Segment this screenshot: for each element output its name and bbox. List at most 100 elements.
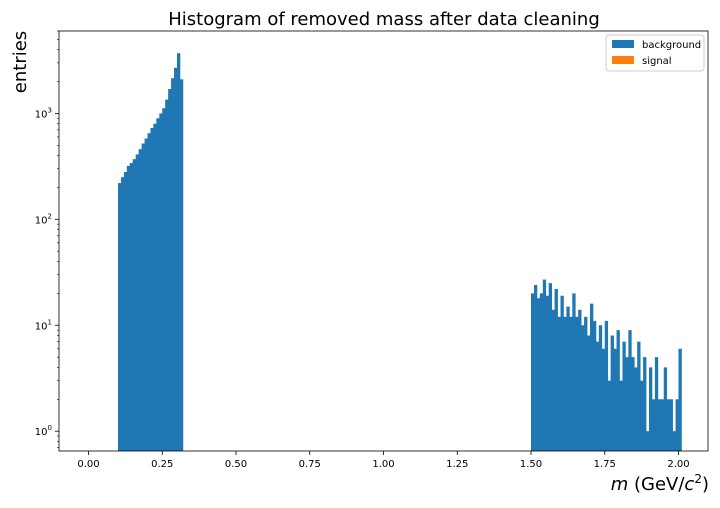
x-tick-label-8: 2.00: [667, 459, 689, 470]
bar-background-61: [646, 431, 650, 451]
y-tick-label-0: 100: [35, 424, 52, 438]
legend-background-label: background: [642, 40, 701, 51]
bar-background-3: [126, 165, 131, 451]
bar-background-20: [177, 53, 181, 452]
y-tick-label-2: 102: [35, 212, 52, 226]
histogram-bars: [118, 53, 682, 452]
bar-background-21: [179, 79, 184, 451]
bar-background-5: [132, 159, 137, 451]
bar-background-31: [557, 316, 561, 451]
bar-background-59: [640, 380, 644, 451]
y-tick-label-1: 101: [35, 318, 52, 332]
bar-background-41: [587, 335, 591, 451]
bar-background-54: [625, 357, 629, 451]
bar-background-8: [141, 143, 145, 451]
bar-background-52: [619, 380, 623, 451]
bar-background-58: [637, 341, 641, 451]
y-axis-ticks: 100 101 102 103: [35, 30, 59, 448]
bar-background-65: [657, 399, 662, 451]
x-tick-label-5: 1.25: [446, 459, 468, 470]
bar-background-72: [678, 348, 682, 451]
bar-background-68: [666, 399, 670, 451]
bar-background-10: [147, 133, 151, 452]
legend-signal-swatch: [612, 56, 634, 64]
bar-background-40: [584, 316, 588, 451]
bar-background-63: [651, 399, 656, 451]
x-tick-label-1: 0.25: [151, 459, 173, 470]
bar-background-11: [150, 127, 154, 452]
bar-background-71: [675, 399, 679, 451]
bar-background-48: [607, 380, 611, 451]
bar-background-35: [569, 316, 573, 451]
bar-background-34: [566, 306, 570, 451]
x-axis-label-unit-c: c: [684, 474, 694, 495]
bar-background-53: [622, 341, 626, 451]
x-tick-label-4: 1.00: [372, 459, 394, 470]
bar-background-55: [628, 330, 632, 451]
bar-background-46: [601, 348, 606, 451]
bar-background-29: [551, 309, 555, 451]
x-tick-label-0: 0.00: [77, 459, 99, 470]
bar-background-4: [129, 163, 134, 452]
bar-background-22: [531, 293, 535, 451]
bar-background-70: [672, 431, 676, 451]
bar-background-49: [610, 335, 614, 451]
bar-background-38: [578, 309, 582, 451]
bar-background-66: [660, 399, 665, 451]
legend: background signal: [605, 34, 705, 72]
chart-title: Histogram of removed mass after data cle…: [168, 9, 600, 30]
bar-background-14: [159, 113, 163, 452]
bar-background-36: [572, 293, 576, 451]
x-tick-label-3: 0.75: [299, 459, 321, 470]
bar-background-47: [604, 320, 609, 451]
x-axis-label: m (GeV/c2): [611, 472, 709, 495]
bar-background-30: [554, 288, 558, 451]
bar-background-43: [592, 320, 597, 451]
bar-background-45: [598, 325, 603, 451]
bar-background-62: [649, 367, 653, 451]
bar-background-33: [563, 316, 567, 451]
bar-background-37: [575, 316, 579, 451]
x-tick-label-6: 1.50: [520, 459, 542, 470]
legend-signal-label: signal: [642, 56, 672, 67]
bar-background-16: [165, 99, 169, 452]
y-tick-label-3: 103: [35, 106, 52, 120]
bar-background-64: [654, 357, 659, 451]
y-axis-label: entries: [10, 31, 31, 93]
bar-background-2: [123, 171, 128, 452]
bar-background-57: [634, 367, 638, 451]
x-axis-ticks: 0.00 0.25 0.50 0.75 1.00 1.25 1.50 1.75 2.00: [77, 451, 690, 470]
x-axis-label-variable: m: [611, 474, 629, 495]
bar-background-0: [118, 183, 122, 451]
bar-background-9: [144, 138, 148, 452]
bar-background-67: [663, 367, 668, 451]
bar-background-15: [162, 108, 166, 452]
bar-background-6: [135, 154, 139, 451]
bar-background-19: [174, 67, 178, 451]
x-tick-label-7: 1.75: [594, 459, 616, 470]
bar-background-17: [168, 89, 172, 451]
bar-background-27: [545, 295, 550, 451]
x-axis-label-unit-open: (GeV/: [628, 474, 685, 495]
bar-background-12: [153, 123, 157, 451]
bar-background-13: [156, 118, 160, 452]
legend-background-swatch: [612, 40, 634, 48]
bar-background-51: [616, 330, 620, 451]
x-tick-label-2: 0.50: [225, 459, 247, 470]
bar-background-28: [548, 283, 552, 451]
bar-background-44: [595, 341, 600, 451]
bar-background-69: [669, 399, 673, 451]
bar-background-32: [560, 295, 564, 451]
bar-background-39: [581, 325, 585, 451]
bar-background-56: [631, 357, 635, 451]
bar-background-23: [533, 284, 538, 451]
bar-background-18: [171, 78, 175, 452]
bar-background-7: [138, 149, 142, 451]
bar-background-50: [613, 348, 617, 451]
bar-background-60: [643, 357, 647, 451]
bar-background-42: [590, 303, 594, 451]
plot-area-frame: [58, 30, 709, 452]
bar-background-25: [539, 293, 544, 451]
